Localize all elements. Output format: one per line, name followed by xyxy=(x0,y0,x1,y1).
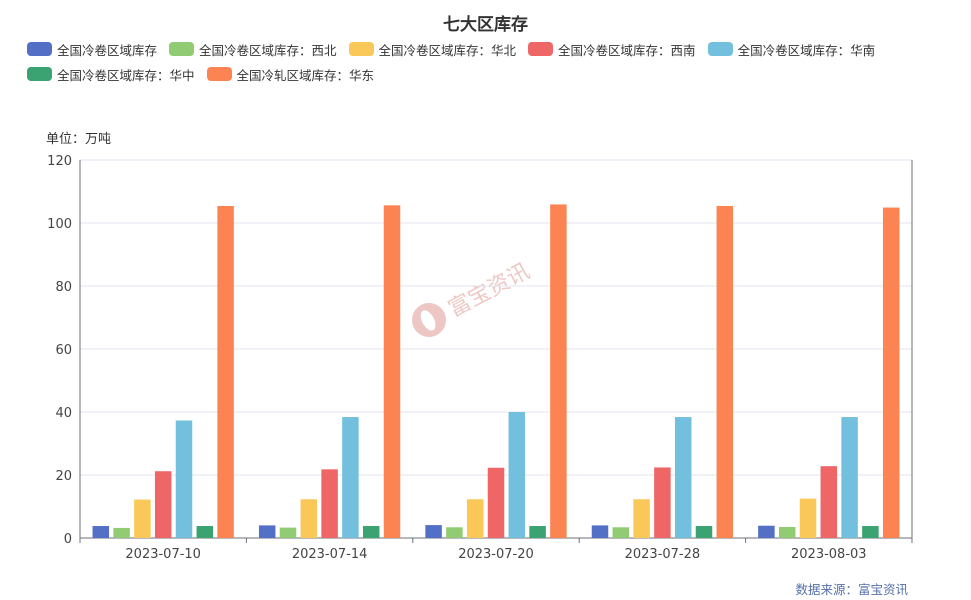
bar xyxy=(862,526,879,538)
y-tick-label: 20 xyxy=(55,469,72,484)
bar xyxy=(446,527,463,538)
y-tick-label: 120 xyxy=(47,154,72,169)
legend-swatch xyxy=(348,42,374,56)
bar xyxy=(674,417,692,538)
legend-swatch xyxy=(27,67,52,81)
bar xyxy=(425,525,442,538)
legend-item[interactable]: 全国冷卷区域库存：西北 xyxy=(169,40,337,58)
bar xyxy=(196,526,214,538)
legend-label: 全国冷卷区域库存 xyxy=(57,42,158,58)
y-tick-label: 40 xyxy=(55,406,72,421)
y-tick-label: 60 xyxy=(55,343,72,358)
bar xyxy=(633,499,650,538)
legend-item[interactable]: 全国冷轧区域库存：华东 xyxy=(206,65,375,83)
legend-label: 全国冷卷区域库存：华中 xyxy=(57,67,195,83)
bar xyxy=(383,205,401,539)
chart-legend: 全国冷卷区域库存 全国冷卷区域库存：西北 全国冷卷区域库存：华北 全国冷卷区域库存：西… xyxy=(27,40,957,83)
y-axis-unit-label: 单位：万吨 xyxy=(46,132,112,147)
y-tick-label: 0 xyxy=(64,532,72,547)
bar xyxy=(362,526,380,538)
bar xyxy=(217,205,234,539)
bar xyxy=(820,466,838,538)
x-tick-label: 2023-07-20 xyxy=(458,547,534,562)
bar xyxy=(300,499,318,538)
bar xyxy=(529,526,546,538)
bar xyxy=(841,417,858,538)
bar xyxy=(342,417,359,538)
bar xyxy=(154,471,172,538)
legend-swatch xyxy=(707,42,733,56)
legend-item[interactable]: 全国冷卷区域库存：华南 xyxy=(707,40,876,58)
bar xyxy=(778,526,796,538)
legend-item[interactable]: 全国冷卷区域库存：华北 xyxy=(348,40,517,58)
data-source-label: 数据来源：富宝资讯 xyxy=(795,582,908,597)
bar xyxy=(466,499,484,538)
legend-label: 全国冷卷区域库存：华北 xyxy=(378,42,517,58)
legend-label: 全国冷卷区域库存：西北 xyxy=(199,42,337,58)
legend-swatch xyxy=(206,67,232,81)
x-tick-label: 2023-07-14 xyxy=(292,547,368,562)
bar xyxy=(612,527,630,538)
x-tick-label: 2023-07-28 xyxy=(625,547,701,562)
bar xyxy=(591,525,609,538)
bar xyxy=(175,420,193,538)
bar xyxy=(758,525,775,538)
legend-swatch xyxy=(528,42,554,56)
bar xyxy=(654,467,671,538)
bar xyxy=(321,469,338,538)
bar xyxy=(113,527,130,538)
bar xyxy=(92,526,110,538)
y-tick-label: 100 xyxy=(47,217,72,232)
chart-title: 七大区库存 xyxy=(443,15,528,35)
legend-label: 全国冷轧区域库存：华东 xyxy=(236,67,375,83)
bar xyxy=(279,527,297,538)
bar xyxy=(258,525,276,538)
bar xyxy=(695,526,713,538)
bar xyxy=(134,499,151,538)
bar xyxy=(799,498,817,538)
legend-item[interactable]: 全国冷卷区域库存 xyxy=(27,40,157,58)
legend-item[interactable]: 全国冷卷区域库存：西南 xyxy=(528,40,696,58)
bar xyxy=(882,207,900,538)
legend-label: 全国冷卷区域库存：华南 xyxy=(737,42,876,58)
legend-swatch xyxy=(169,42,195,56)
bar xyxy=(550,204,567,539)
y-tick-label: 80 xyxy=(55,280,72,295)
bar xyxy=(508,412,526,538)
x-tick-label: 2023-07-10 xyxy=(125,547,201,562)
legend-label: 全国冷卷区域库存：西南 xyxy=(558,42,696,58)
legend-item[interactable]: 全国冷卷区域库存：华中 xyxy=(27,65,195,83)
bar xyxy=(487,467,505,538)
x-tick-label: 2023-08-03 xyxy=(791,547,867,562)
legend-swatch xyxy=(27,42,52,56)
bar xyxy=(716,205,734,539)
